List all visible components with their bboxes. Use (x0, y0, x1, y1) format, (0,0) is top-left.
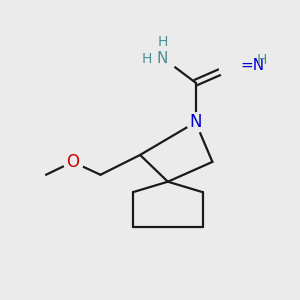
Text: H: H (257, 53, 267, 67)
Text: H: H (142, 52, 152, 66)
Text: N: N (189, 113, 202, 131)
Text: =N: =N (240, 58, 264, 73)
Text: O: O (66, 153, 79, 171)
Text: H: H (158, 35, 168, 49)
Text: N: N (156, 51, 168, 66)
